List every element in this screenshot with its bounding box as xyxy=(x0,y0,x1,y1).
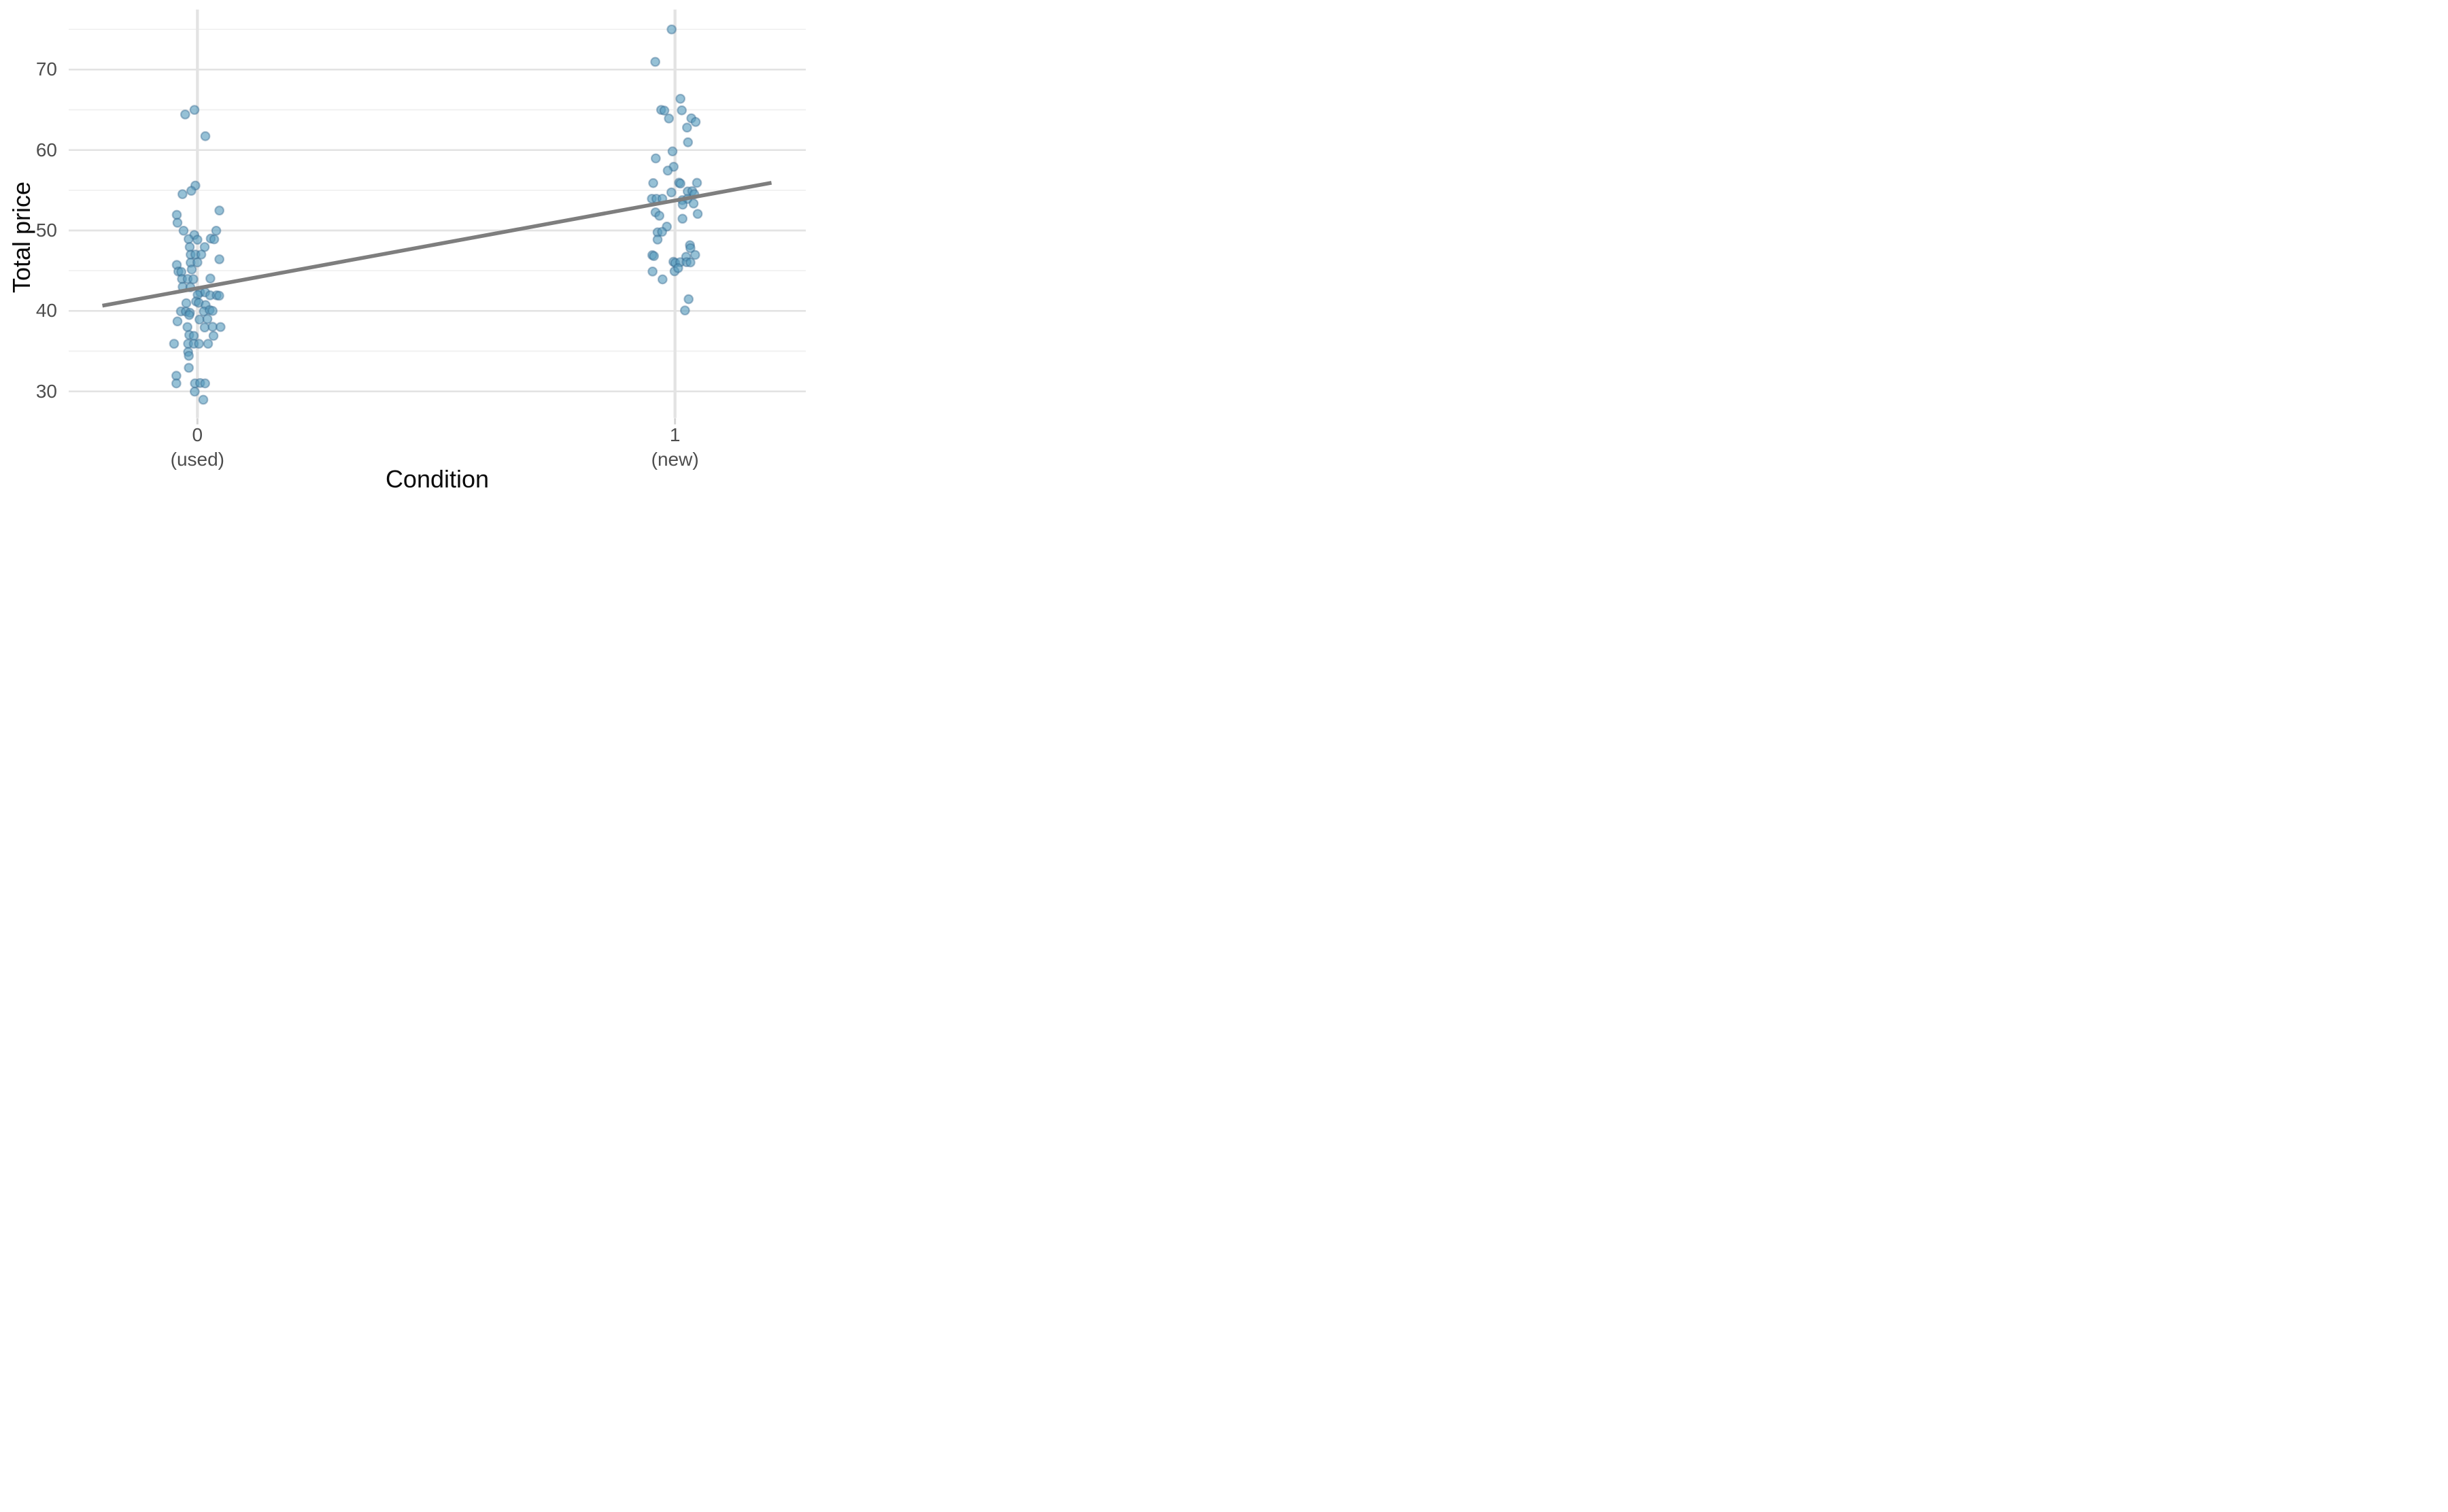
data-point xyxy=(683,294,694,305)
data-point xyxy=(209,234,220,245)
data-point xyxy=(169,339,180,349)
data-point xyxy=(184,362,194,373)
data-point xyxy=(654,210,665,221)
data-point xyxy=(666,24,677,35)
y-tick-label: 60 xyxy=(35,139,57,160)
x-tick-label: 0 (used) xyxy=(122,423,272,472)
data-point xyxy=(675,93,686,104)
data-point xyxy=(214,254,225,264)
data-point xyxy=(688,198,699,209)
data-point xyxy=(648,177,659,188)
y-axis-title: Total price xyxy=(7,181,35,294)
data-point xyxy=(181,298,192,309)
trend-line xyxy=(102,181,772,308)
data-point xyxy=(178,225,189,236)
data-point xyxy=(202,313,213,324)
data-point xyxy=(214,290,224,301)
data-point xyxy=(685,243,696,254)
data-point xyxy=(189,105,200,116)
data-point xyxy=(664,113,675,124)
x-tick-label-sublabel: (new) xyxy=(651,449,699,470)
data-point xyxy=(203,339,214,349)
data-point xyxy=(683,137,694,148)
data-point xyxy=(690,116,701,127)
data-point xyxy=(207,305,218,316)
data-point xyxy=(196,249,207,260)
data-point xyxy=(177,189,188,200)
data-point xyxy=(184,350,194,361)
data-point xyxy=(189,386,200,397)
x-axis-title: Condition xyxy=(385,465,490,493)
x-tick-label-value: 0 xyxy=(192,424,203,445)
data-point xyxy=(186,264,197,275)
x-tick-label: 1 (new) xyxy=(600,423,750,472)
data-point xyxy=(692,177,702,188)
data-point xyxy=(650,56,661,67)
data-point xyxy=(205,273,216,284)
y-tick-label: 40 xyxy=(35,300,57,322)
data-point xyxy=(192,235,203,245)
y-tick-label: 70 xyxy=(35,58,57,80)
data-point xyxy=(211,225,222,236)
data-point xyxy=(650,153,661,164)
data-point xyxy=(649,251,660,262)
data-point xyxy=(685,257,696,268)
data-point xyxy=(675,178,686,189)
data-point xyxy=(681,122,692,133)
x-tick-label-value: 1 xyxy=(669,424,681,445)
data-point xyxy=(172,316,183,327)
data-point xyxy=(657,226,668,237)
data-point xyxy=(172,218,183,228)
data-point xyxy=(692,209,703,220)
scatter-figure: 30 40 50 60 70 0 (used) 1 (new) Total price Con… xyxy=(0,0,816,504)
data-point xyxy=(662,165,673,176)
data-point xyxy=(677,105,687,116)
data-point xyxy=(188,274,199,285)
data-point xyxy=(652,234,663,245)
data-point xyxy=(667,146,678,157)
data-point xyxy=(647,266,658,277)
data-point xyxy=(200,378,211,389)
plot-panel xyxy=(69,10,806,425)
data-point xyxy=(186,186,197,196)
data-point xyxy=(184,309,194,320)
data-point xyxy=(677,213,688,224)
x-tick-label-sublabel: (used) xyxy=(170,449,225,470)
data-point xyxy=(677,199,688,210)
data-point xyxy=(673,262,683,273)
data-point xyxy=(199,241,210,252)
y-tick-label: 50 xyxy=(35,220,57,241)
data-point xyxy=(214,205,225,216)
data-point xyxy=(200,131,211,141)
data-point xyxy=(679,305,690,316)
data-point xyxy=(194,339,205,349)
data-point xyxy=(666,187,677,198)
data-point xyxy=(192,257,203,268)
data-point xyxy=(659,105,670,116)
data-point xyxy=(215,322,226,332)
data-point xyxy=(171,378,182,389)
data-point xyxy=(198,394,209,405)
data-point xyxy=(183,234,194,245)
y-tick-label: 30 xyxy=(35,380,57,402)
data-point xyxy=(182,322,193,332)
data-point xyxy=(657,274,668,285)
data-point xyxy=(208,330,219,341)
data-point xyxy=(690,250,700,260)
data-point xyxy=(180,109,190,120)
